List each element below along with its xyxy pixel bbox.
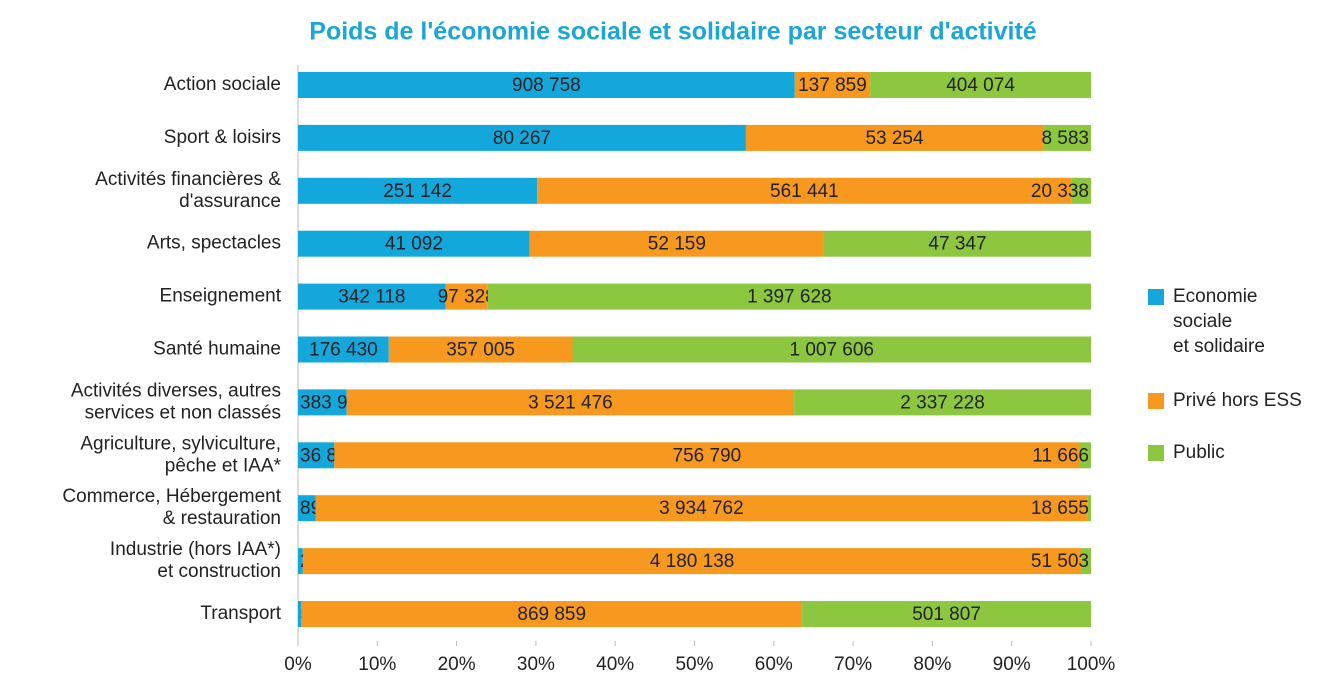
- bar-segment: [298, 230, 530, 257]
- data-label: 11 666: [1032, 445, 1089, 466]
- category-label: Arts, spectacles: [147, 233, 281, 254]
- bar-segment: [334, 442, 1080, 469]
- data-label: 97 328: [438, 287, 496, 308]
- category-label: Enseignement: [160, 286, 282, 307]
- data-label: 137 859: [798, 75, 867, 96]
- category-label: Activités diverses, autres services et no…: [71, 380, 281, 423]
- bar-segment: [1081, 548, 1091, 575]
- bar-segment: [823, 230, 1091, 257]
- data-label: 52 159: [648, 234, 706, 255]
- legend-swatch: [1148, 445, 1164, 461]
- bar-segment: [298, 124, 746, 151]
- data-label: 4 180 138: [650, 551, 735, 572]
- data-label: 47 347: [928, 234, 986, 255]
- bar-segment: [572, 336, 1091, 363]
- data-label: 501 807: [912, 604, 981, 625]
- bar-segment: [302, 548, 1082, 575]
- category-label: Industrie (hors IAA*) et construction: [110, 539, 281, 582]
- legend-label: Privé hors ESS: [1173, 390, 1302, 411]
- bar-segment: [346, 389, 795, 416]
- bar-segment: [1071, 177, 1091, 204]
- bar-segment: [794, 389, 1091, 416]
- x-tick-label: 20%: [438, 654, 476, 675]
- bar-segment: [298, 495, 316, 522]
- data-label: 80 267: [493, 128, 551, 149]
- bar-segment: [529, 230, 824, 257]
- data-label: 357 005: [446, 340, 515, 361]
- data-label: 869 859: [517, 604, 586, 625]
- data-label: 1 007 606: [789, 340, 874, 361]
- category-label: Sport & loisirs: [164, 127, 281, 148]
- x-tick-label: 100%: [1067, 654, 1116, 675]
- data-label: 18 655: [1031, 498, 1089, 519]
- bar-segment: [802, 601, 1091, 627]
- x-tick-label: 60%: [755, 654, 793, 675]
- x-tick-label: 50%: [675, 654, 713, 675]
- category-label: Activités financières & d'assurance: [95, 169, 281, 212]
- bar-segment: [298, 336, 389, 363]
- category-label: Santé humaine: [153, 339, 281, 360]
- legend-swatch: [1148, 393, 1164, 409]
- bar-segment: [745, 124, 1044, 151]
- bar-segment: [445, 283, 488, 310]
- data-label: 176 430: [309, 340, 378, 361]
- bar-segment: [870, 72, 1091, 98]
- data-label: 3 934 762: [659, 498, 744, 519]
- data-label: 561 441: [770, 181, 839, 202]
- category-label: Action sociale: [164, 74, 281, 95]
- x-tick-label: 30%: [517, 654, 555, 675]
- bar-segment: [1087, 495, 1091, 522]
- data-label: 342 118: [338, 287, 405, 308]
- bar-segment: [388, 336, 573, 363]
- bar-segment: [298, 548, 303, 575]
- data-label: 41 092: [385, 234, 443, 255]
- bar-segment: [1079, 442, 1091, 469]
- x-tick-label: 70%: [834, 654, 872, 675]
- data-label: 51 503: [1031, 551, 1089, 572]
- bar-segment: [298, 389, 347, 416]
- data-label: 20 338: [1031, 181, 1089, 202]
- category-label: Transport: [200, 603, 281, 624]
- category-label: Commerce, Hébergement & restauration: [62, 486, 281, 529]
- bar-segment: [487, 283, 1091, 310]
- data-label: 756 790: [673, 445, 742, 466]
- data-label: 2 337 228: [900, 392, 985, 413]
- legend-label: Public: [1173, 442, 1225, 463]
- legend-label: Economie sociale et solidaire: [1173, 286, 1265, 357]
- data-label: 8 583: [1041, 128, 1089, 149]
- x-tick-label: 10%: [358, 654, 396, 675]
- bar-segment: [301, 601, 803, 627]
- x-tick-label: 90%: [993, 654, 1031, 675]
- bar-segment: [298, 177, 538, 204]
- chart-title: Poids de l'économie sociale et solidaire…: [309, 18, 1037, 46]
- data-label: 908 758: [512, 75, 581, 96]
- x-tick-label: 80%: [913, 654, 951, 675]
- data-label: 3 521 476: [528, 392, 613, 413]
- bar-segment: [794, 72, 871, 98]
- bar-segment: [537, 177, 1072, 204]
- legend-swatch: [1148, 289, 1164, 305]
- bar-segment: [298, 72, 795, 98]
- x-tick-label: 40%: [596, 654, 634, 675]
- data-label: 404 074: [946, 75, 1015, 96]
- bar-segment: [298, 283, 446, 310]
- bar-segment: [1043, 124, 1091, 151]
- bar-segment: [298, 442, 335, 469]
- category-label: Agriculture, sylviculture, pêche et IAA*: [80, 433, 281, 476]
- bar-segment: [298, 601, 302, 627]
- bar-segment: [315, 495, 1088, 522]
- data-label: 1 397 628: [747, 287, 832, 308]
- data-label: 251 142: [383, 181, 452, 202]
- data-label: 53 254: [865, 128, 924, 149]
- x-tick-label: 0%: [284, 654, 312, 675]
